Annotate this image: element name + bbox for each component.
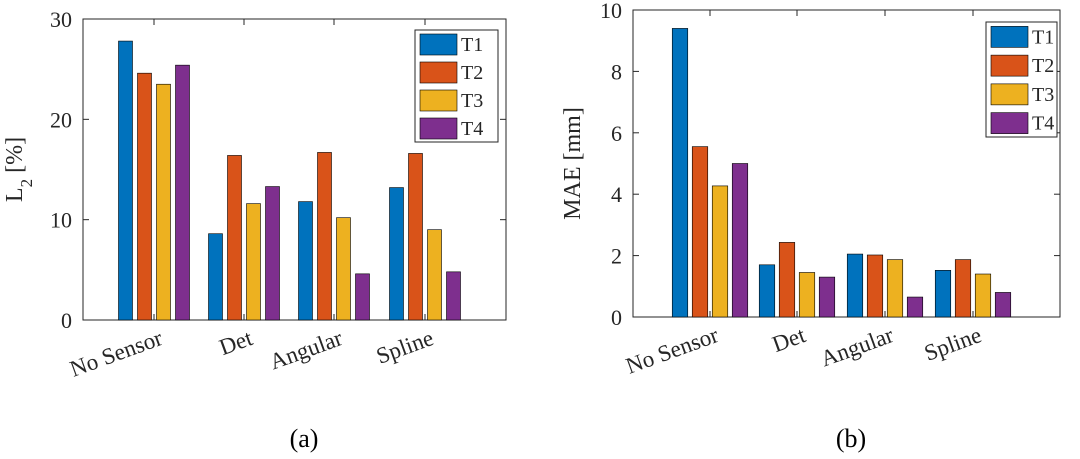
- x-category-label: No Sensor: [66, 325, 166, 382]
- chart-panel-b: 0 2 4 6 8 10 No Sensor Det Angular Spline MAE [mm]…: [560, 0, 1061, 453]
- legend-swatch-t1: [419, 33, 458, 56]
- bar-t1-spline: [934, 270, 952, 318]
- bar-t3-no-sensor: [156, 83, 171, 321]
- legend-label-t3: T3: [461, 90, 483, 112]
- plot-area-frame: [82, 18, 507, 321]
- bar-t4-no-sensor: [731, 163, 749, 318]
- legend-swatch-t2: [419, 61, 458, 84]
- y-axis-label-main: L: [2, 187, 28, 202]
- bar-t3-no-sensor: [711, 185, 729, 318]
- bar-t1-no-sensor: [118, 40, 133, 321]
- legend-swatch-t4: [990, 112, 1029, 134]
- bar-t2-spline: [408, 153, 423, 321]
- legend-label-t2: T2: [461, 62, 483, 84]
- bar-t3-angular: [886, 259, 904, 318]
- bar-t1-angular: [298, 201, 313, 321]
- bar-t1-det: [758, 264, 776, 318]
- legend-swatch-t3: [419, 89, 458, 112]
- bar-t1-angular: [846, 253, 864, 318]
- bar-t4-angular: [355, 273, 370, 321]
- bar-t3-angular: [336, 217, 351, 321]
- bar-t3-det: [798, 272, 816, 318]
- bar-t2-angular: [866, 254, 884, 318]
- bar-t3-spline: [974, 273, 992, 318]
- bar-t2-spline: [954, 259, 972, 318]
- bar-t3-det: [246, 203, 261, 321]
- y-axis-label: L2 [%]: [2, 137, 36, 202]
- y-axis-label-unit: [%]: [2, 137, 28, 179]
- x-category-label: Det: [216, 325, 256, 360]
- x-category-label: Spline: [373, 325, 437, 369]
- y-tick-label: 6: [611, 121, 622, 146]
- y-tick-label: 0: [61, 308, 72, 333]
- y-axis-label-main: MAE [mm]: [560, 107, 586, 220]
- y-tick-label: 10: [50, 208, 72, 233]
- bar-t4-det: [818, 276, 836, 318]
- y-tick-label: 8: [611, 59, 622, 84]
- bar-t4-spline: [446, 271, 461, 321]
- bar-t1-det: [208, 233, 223, 321]
- bar-t2-angular: [317, 152, 332, 321]
- bar-t1-spline: [389, 187, 404, 321]
- y-axis-label-subscript: 2: [17, 179, 36, 188]
- legend-swatch-t4: [419, 117, 458, 140]
- legend-swatch-t3: [990, 83, 1029, 106]
- legend-swatch-t2: [990, 54, 1029, 77]
- bar-t4-no-sensor: [175, 64, 190, 321]
- x-category-label: Angular: [266, 325, 346, 374]
- bar-t2-det: [227, 155, 242, 321]
- bar-t4-spline: [994, 292, 1012, 318]
- x-category-label: No Sensor: [622, 322, 722, 379]
- x-category-label: Angular: [817, 322, 897, 371]
- y-tick-label: 30: [50, 7, 72, 32]
- panel-caption: (b): [836, 424, 866, 453]
- legend-label-t4: T4: [1032, 113, 1054, 135]
- plot-area-frame: [632, 9, 1061, 318]
- bar-t4-det: [265, 186, 280, 321]
- legend-label-t3: T3: [1032, 84, 1054, 106]
- y-tick-label: 0: [611, 305, 622, 330]
- legend-label-t2: T2: [1032, 55, 1054, 77]
- bar-t1-no-sensor: [671, 28, 689, 318]
- bar-t2-no-sensor: [691, 146, 709, 318]
- legend-label-t1: T1: [1032, 26, 1054, 48]
- bar-t3-spline: [427, 229, 442, 321]
- legend-label-t1: T1: [461, 34, 483, 56]
- y-tick-label: 20: [50, 107, 72, 132]
- chart-panel-a: 0 10 20 30 No Sensor Det Angular Spline L2 [%] T1…: [2, 7, 507, 453]
- bar-t2-no-sensor: [137, 72, 152, 321]
- y-axis-label: MAE [mm]: [560, 107, 586, 220]
- legend-label-t4: T4: [461, 118, 483, 140]
- legend-swatch-t1: [990, 26, 1029, 48]
- y-tick-label: 2: [611, 244, 622, 269]
- y-tick-label: 10: [600, 0, 622, 23]
- panel-caption: (a): [290, 424, 319, 453]
- legend: T1 T2 T3 T4: [985, 21, 1058, 138]
- x-category-label: Spline: [921, 322, 985, 366]
- x-category-label: Det: [769, 322, 809, 357]
- legend: T1 T2 T3 T4: [414, 29, 499, 143]
- bar-t2-det: [778, 242, 796, 318]
- bar-t4-angular: [906, 296, 924, 318]
- y-tick-label: 4: [611, 182, 622, 207]
